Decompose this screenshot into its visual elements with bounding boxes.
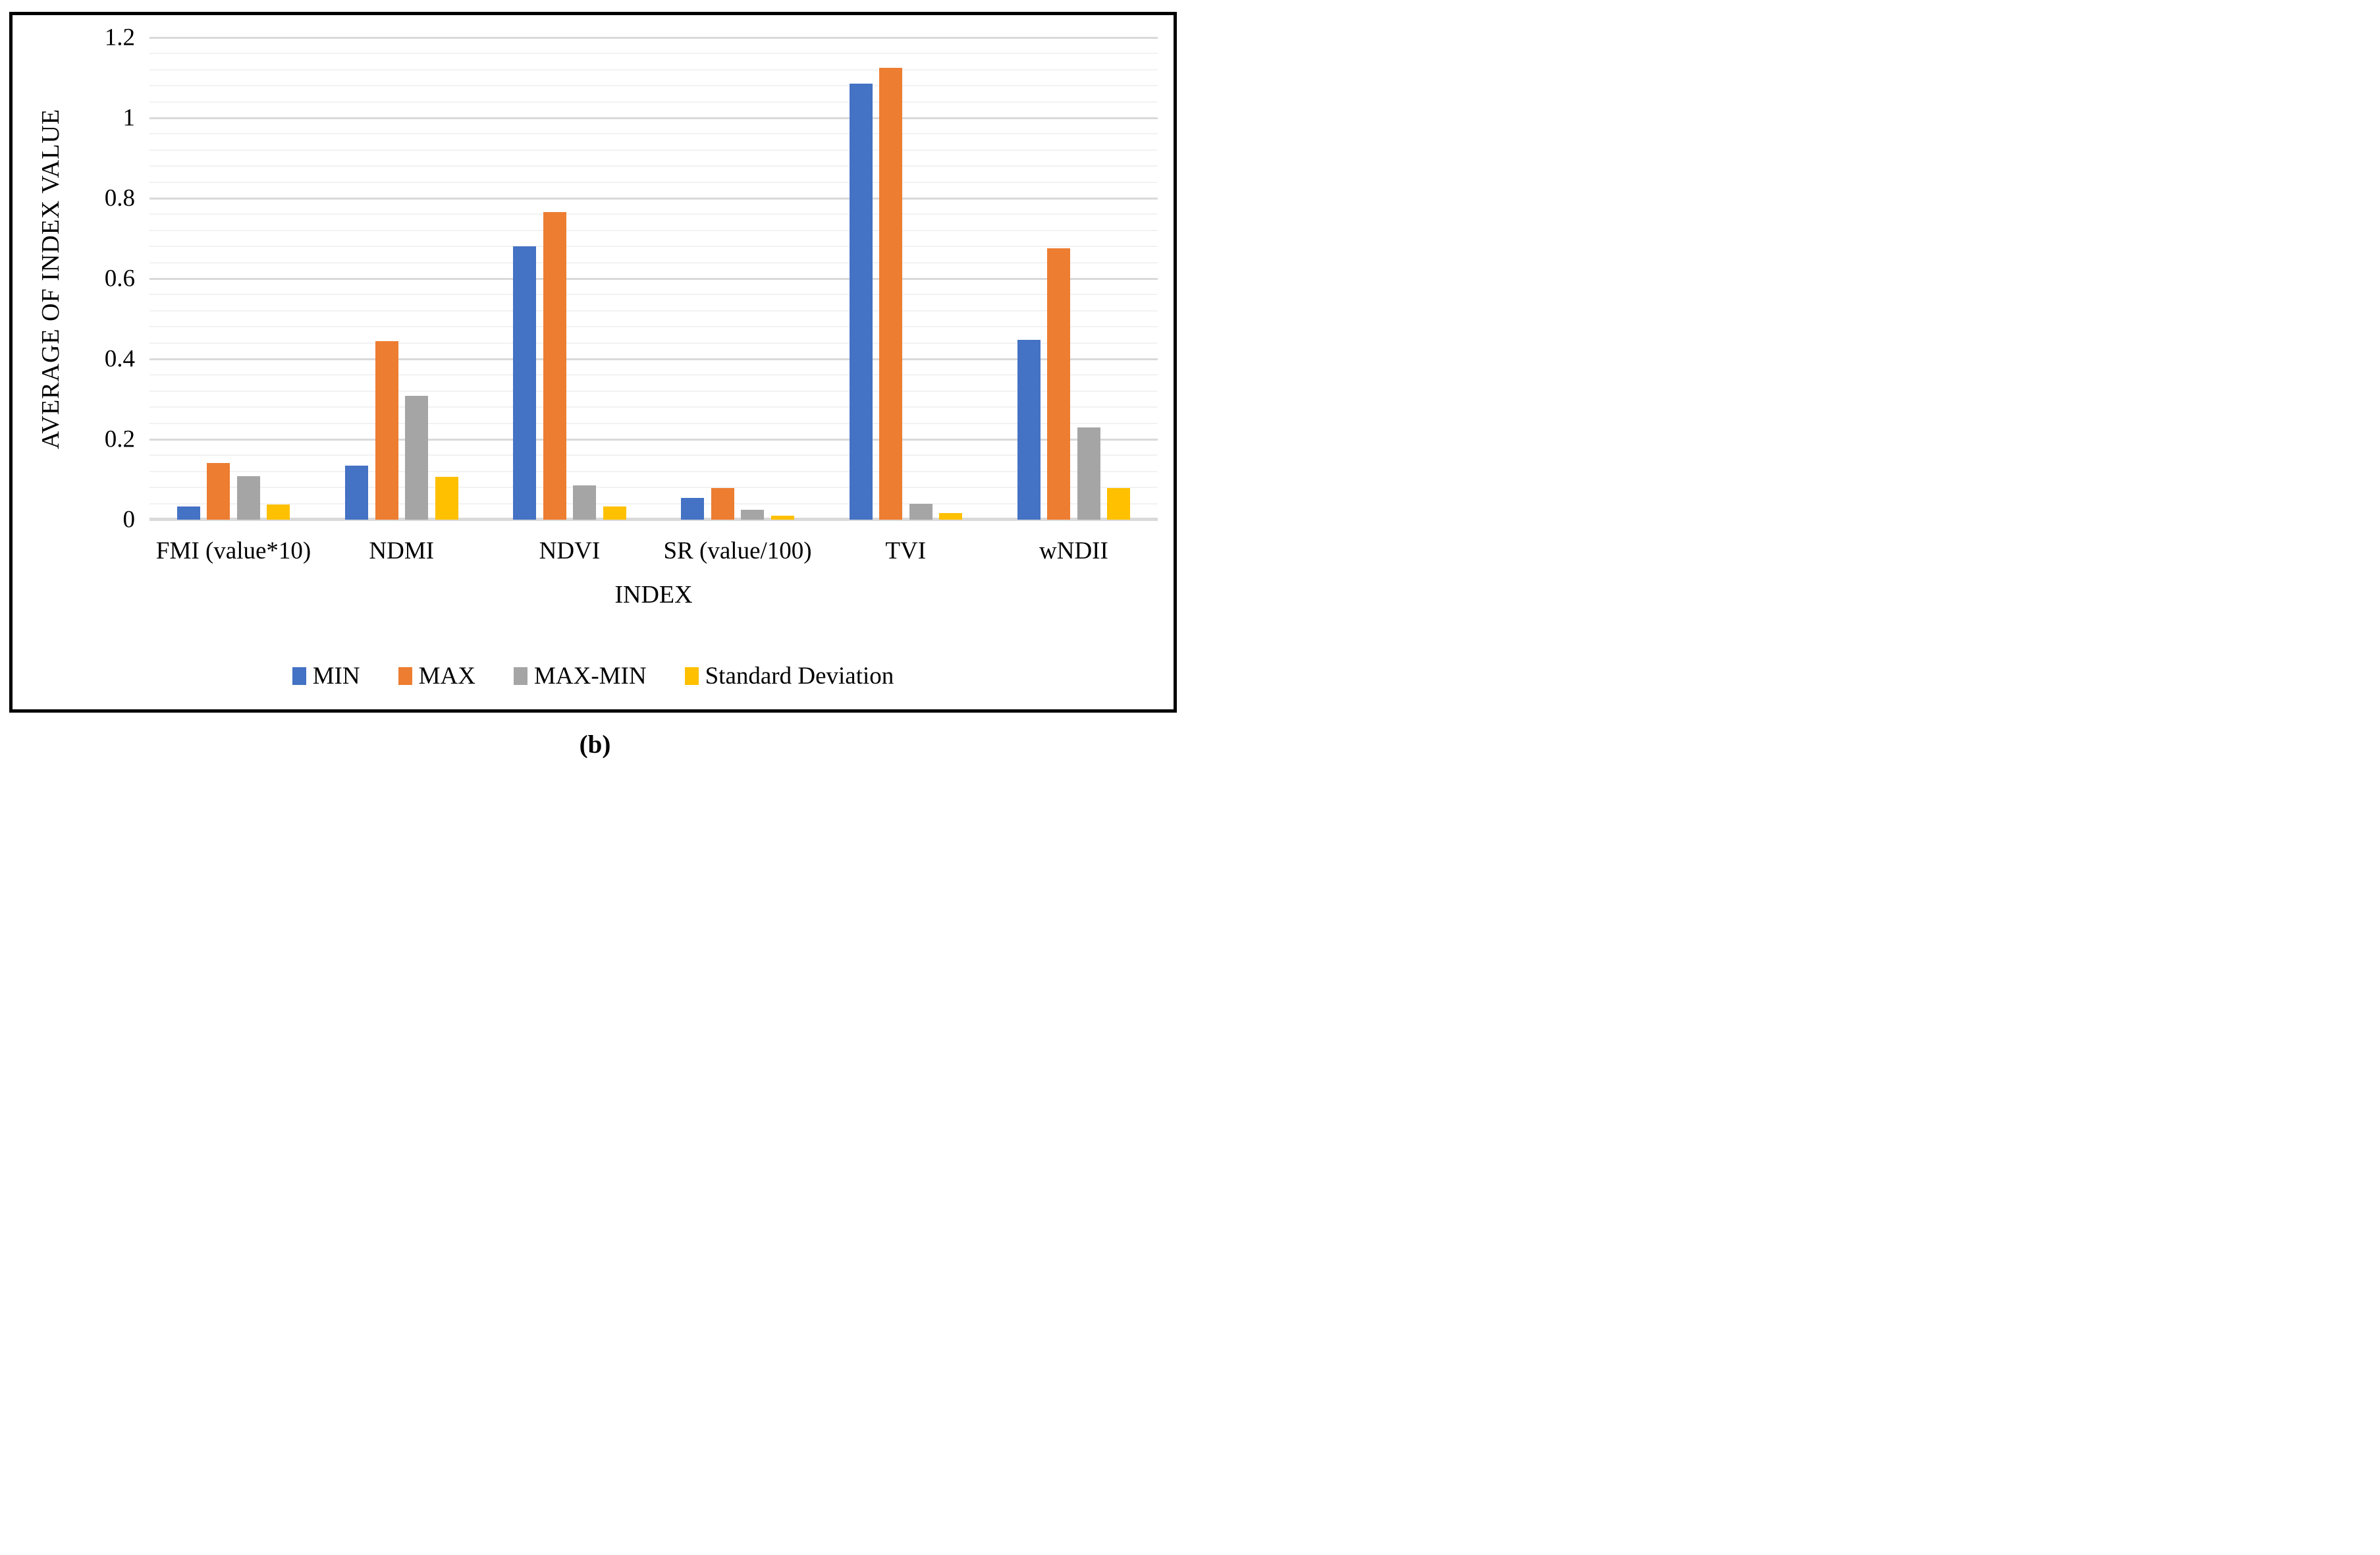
figure-caption: (b) bbox=[579, 730, 611, 759]
bar-standard-deviation-6 bbox=[1107, 487, 1131, 520]
minor-gridline bbox=[149, 374, 1158, 376]
bar-standard-deviation-3 bbox=[603, 506, 626, 520]
legend-item: MAX bbox=[398, 662, 475, 690]
figure-page: AVERAGE OF INDEX VALUE 0 0.2 0.4 0.6 0.8 1 1.2… bbox=[0, 0, 1190, 778]
legend-label: MIN bbox=[312, 663, 360, 690]
y-tick-label: 1 bbox=[122, 104, 136, 132]
minor-gridline bbox=[149, 246, 1158, 248]
plot-area: 0 0.2 0.4 0.6 0.8 1 1.2 FMI (value*10) NDMI NDVI S… bbox=[105, 26, 1158, 564]
bar-max-5 bbox=[879, 67, 902, 520]
minor-gridline bbox=[149, 229, 1158, 231]
y-tick-label: 0.4 bbox=[104, 345, 135, 373]
bar-max-min-6 bbox=[1077, 427, 1100, 520]
minor-gridline bbox=[149, 454, 1158, 456]
bar-min-2 bbox=[345, 465, 368, 520]
category-label: NDVI bbox=[539, 537, 601, 564]
major-gridline bbox=[149, 358, 1158, 360]
minor-gridline bbox=[149, 213, 1158, 215]
bar-min-4 bbox=[681, 498, 705, 520]
bar-standard-deviation-1 bbox=[267, 504, 290, 520]
legend-label: Standard Deviation bbox=[705, 663, 894, 690]
category-label: FMI (value*10) bbox=[155, 537, 311, 564]
minor-gridline bbox=[149, 53, 1158, 55]
bar-max-min-4 bbox=[741, 509, 765, 520]
bar-max-4 bbox=[711, 488, 734, 520]
category-label: SR (value/100) bbox=[663, 537, 812, 564]
minor-gridline bbox=[149, 326, 1158, 328]
minor-gridline bbox=[149, 133, 1158, 135]
legend-label: MAX bbox=[418, 663, 475, 690]
legend-marker-icon bbox=[292, 667, 306, 685]
bar-min-6 bbox=[1017, 339, 1041, 520]
minor-gridline bbox=[149, 342, 1158, 344]
bar-max-6 bbox=[1047, 248, 1071, 520]
category-label: NDMI bbox=[369, 537, 435, 564]
minor-gridline bbox=[149, 390, 1158, 392]
minor-gridline bbox=[149, 149, 1158, 151]
chart-legend: MIN MAX MAX-MIN Standard Deviation bbox=[13, 662, 1174, 690]
minor-gridline bbox=[149, 470, 1158, 472]
bar-max-min-5 bbox=[909, 503, 933, 520]
bar-standard-deviation-5 bbox=[939, 512, 962, 520]
minor-gridline bbox=[149, 487, 1158, 489]
bar-max-2 bbox=[375, 341, 398, 520]
y-tick-label: 0 bbox=[122, 506, 136, 533]
chart-frame: AVERAGE OF INDEX VALUE 0 0.2 0.4 0.6 0.8 1 1.2… bbox=[9, 12, 1177, 713]
minor-gridline bbox=[149, 165, 1158, 167]
legend-label: MAX-MIN bbox=[534, 663, 647, 690]
minor-gridline bbox=[149, 85, 1158, 87]
bar-standard-deviation-4 bbox=[771, 515, 794, 520]
minor-gridline bbox=[149, 294, 1158, 296]
bar-min-3 bbox=[513, 246, 537, 520]
bar-min-5 bbox=[849, 83, 873, 520]
major-gridline bbox=[149, 197, 1158, 200]
x-axis-title: INDEX bbox=[614, 581, 693, 609]
bar-max-min-1 bbox=[236, 476, 260, 520]
bar-max-3 bbox=[543, 212, 566, 520]
minor-gridline bbox=[149, 310, 1158, 312]
legend-item: Standard Deviation bbox=[684, 662, 894, 690]
y-tick-label: 0.8 bbox=[104, 184, 135, 212]
legend-marker-icon bbox=[684, 667, 699, 685]
bar-max-1 bbox=[207, 463, 230, 520]
y-tick-label: 0.6 bbox=[104, 265, 135, 292]
legend-item: MIN bbox=[292, 662, 360, 690]
minor-gridline bbox=[149, 503, 1158, 505]
legend-item: MAX-MIN bbox=[514, 662, 647, 690]
y-tick-label: 0.2 bbox=[104, 425, 135, 453]
minor-gridline bbox=[149, 406, 1158, 408]
bar-min-1 bbox=[176, 506, 200, 520]
bar-standard-deviation-2 bbox=[435, 477, 458, 520]
minor-gridline bbox=[149, 181, 1158, 183]
minor-gridline bbox=[149, 422, 1158, 424]
legend-marker-icon bbox=[514, 667, 527, 685]
major-gridline bbox=[149, 438, 1158, 441]
minor-gridline bbox=[149, 101, 1158, 103]
x-axis-line bbox=[149, 518, 1158, 521]
major-gridline bbox=[149, 117, 1158, 119]
major-gridline bbox=[149, 277, 1158, 280]
category-label: wNDII bbox=[1039, 537, 1108, 564]
minor-gridline bbox=[149, 68, 1158, 70]
major-gridline bbox=[149, 36, 1158, 39]
y-tick-label: 1.2 bbox=[104, 24, 135, 51]
bar-max-min-3 bbox=[573, 485, 597, 520]
legend-marker-icon bbox=[398, 667, 412, 685]
bar-max-min-2 bbox=[405, 396, 428, 520]
minor-gridline bbox=[149, 261, 1158, 263]
category-label: TVI bbox=[885, 537, 927, 564]
